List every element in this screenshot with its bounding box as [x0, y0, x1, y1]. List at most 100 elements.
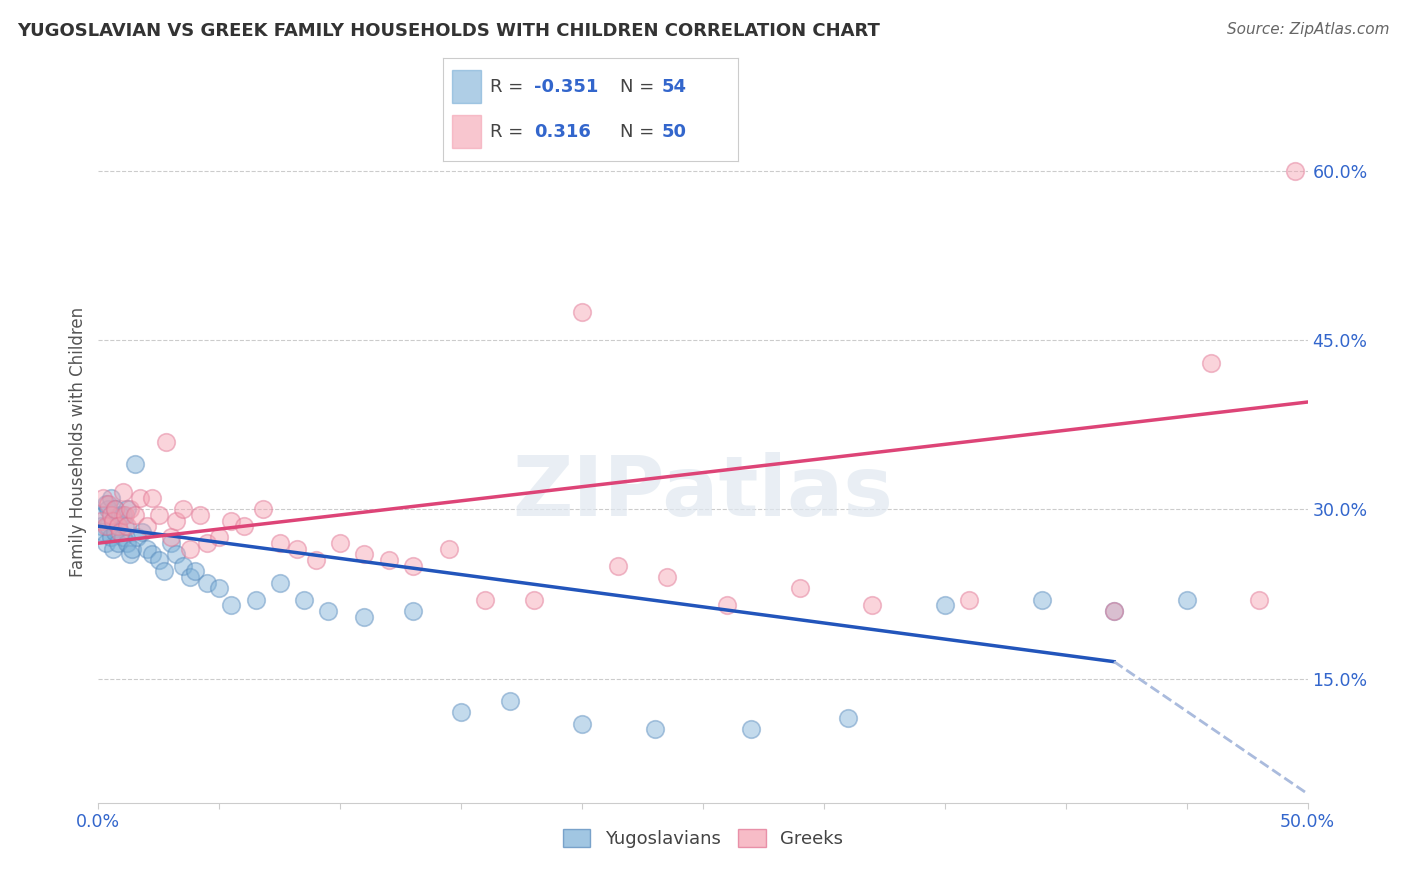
Point [353, 609, 375, 624]
Point [91, 524, 114, 539]
Point [155, 434, 177, 449]
Point [124, 508, 146, 522]
Point [100, 531, 122, 545]
Point [117, 502, 139, 516]
Point [101, 514, 124, 528]
Point [94, 536, 117, 550]
Point [402, 604, 425, 618]
Point [90, 519, 112, 533]
Point [789, 582, 811, 596]
Point [269, 536, 291, 550]
Point [148, 508, 170, 522]
Point [208, 531, 231, 545]
Point [252, 502, 274, 516]
Point [148, 553, 170, 567]
Point [104, 502, 127, 516]
Point [179, 570, 201, 584]
Point [135, 519, 157, 533]
Point [179, 541, 201, 556]
Point [101, 514, 124, 528]
Point [1102, 604, 1125, 618]
Point [101, 541, 124, 556]
Point [108, 524, 131, 539]
Point [114, 508, 136, 522]
Text: R =: R = [491, 78, 529, 95]
Point [141, 491, 163, 505]
Point [1102, 604, 1125, 618]
Point [107, 536, 129, 550]
Point [165, 514, 187, 528]
Point [1175, 592, 1198, 607]
Point [716, 599, 738, 613]
Point [269, 575, 291, 590]
Point [90, 514, 112, 528]
Point [353, 548, 375, 562]
Point [117, 519, 139, 533]
Point [329, 536, 352, 550]
Point [377, 553, 399, 567]
Point [117, 536, 139, 550]
Point [498, 694, 520, 708]
Point [172, 502, 194, 516]
Point [131, 524, 153, 539]
Point [160, 536, 183, 550]
Point [118, 502, 141, 516]
Point [111, 531, 134, 545]
Point [1249, 592, 1271, 607]
Point [644, 723, 666, 737]
Point [107, 519, 129, 533]
Text: 0.316: 0.316 [534, 123, 592, 141]
Point [172, 558, 194, 573]
Text: ZIPatlas: ZIPatlas [513, 451, 893, 533]
Point [160, 531, 183, 545]
Point [221, 514, 243, 528]
Point [195, 575, 218, 590]
Point [195, 536, 218, 550]
Point [571, 716, 593, 731]
Text: 50: 50 [661, 123, 686, 141]
Point [118, 548, 141, 562]
Point [1284, 163, 1306, 178]
Point [108, 508, 131, 522]
FancyBboxPatch shape [451, 115, 481, 148]
Point [152, 565, 174, 579]
Point [100, 508, 122, 522]
Point [127, 531, 149, 545]
Point [124, 457, 146, 471]
Point [104, 524, 127, 539]
Text: R =: R = [491, 123, 529, 141]
Point [285, 541, 308, 556]
Point [188, 508, 211, 522]
Point [165, 548, 187, 562]
Point [316, 604, 339, 618]
Point [437, 541, 460, 556]
Point [111, 485, 134, 500]
Legend: Yugoslavians, Greeks: Yugoslavians, Greeks [555, 822, 851, 855]
Text: N =: N = [620, 123, 659, 141]
Point [141, 548, 163, 562]
Text: Source: ZipAtlas.com: Source: ZipAtlas.com [1226, 22, 1389, 37]
Point [100, 491, 122, 505]
Point [94, 519, 117, 533]
Point [1031, 592, 1053, 607]
Point [91, 491, 114, 505]
Y-axis label: Family Households with Children: Family Households with Children [69, 307, 87, 576]
Point [107, 519, 129, 533]
Point [91, 508, 114, 522]
Text: -0.351: -0.351 [534, 78, 599, 95]
Point [450, 706, 472, 720]
Point [232, 519, 254, 533]
Point [292, 592, 315, 607]
Point [860, 599, 883, 613]
Point [128, 491, 150, 505]
Point [97, 519, 120, 533]
Point [114, 519, 136, 533]
Point [837, 711, 859, 725]
Point [97, 502, 120, 516]
Point [655, 570, 678, 584]
Point [523, 592, 546, 607]
FancyBboxPatch shape [451, 70, 481, 103]
Point [135, 541, 157, 556]
Point [571, 304, 593, 318]
Point [184, 565, 207, 579]
